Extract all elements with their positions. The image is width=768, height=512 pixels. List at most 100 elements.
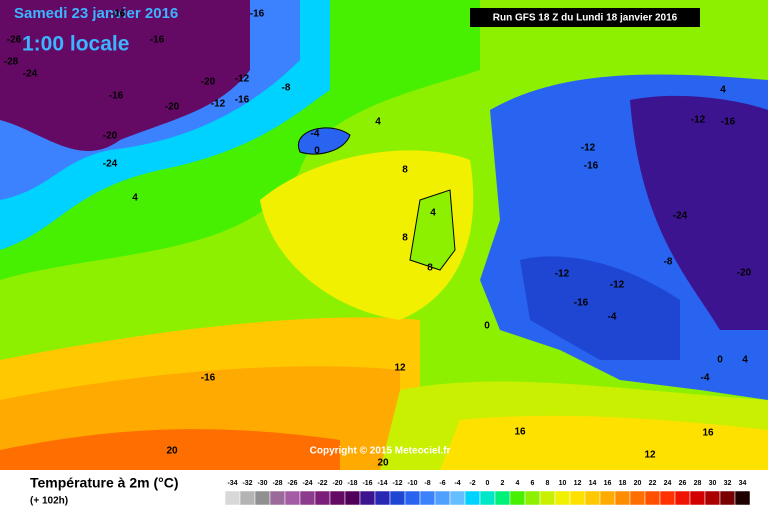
scale-label: -24: [302, 480, 312, 487]
scale-label: 6: [531, 480, 535, 487]
contour-label: -24: [673, 211, 688, 222]
zone: [520, 256, 680, 360]
swatch: [419, 490, 436, 506]
scale-label: 24: [664, 480, 672, 487]
contour-label: 8: [427, 263, 433, 274]
contour-label: -4: [311, 129, 320, 140]
run-box: [470, 8, 700, 27]
contour-labels: -16 -16 -16 -20 -12 -8 -16 -20 -12 -16 -20 -24 4 -4 0 4…: [4, 9, 752, 469]
contour-label: -24: [103, 159, 118, 170]
zone: [440, 415, 768, 470]
contour-label: 0: [314, 146, 320, 157]
scale-label: 14: [589, 480, 597, 487]
swatch: [239, 490, 256, 506]
swatch: [434, 490, 451, 506]
contour-label: 0: [717, 355, 723, 366]
contour-label: -20: [737, 268, 752, 279]
scale-label: -30: [257, 480, 267, 487]
contour-label: 8: [402, 233, 408, 244]
swatch: [329, 490, 346, 506]
contour-label: 4: [375, 117, 381, 128]
swatch: [524, 490, 541, 506]
contour-label: -16: [201, 373, 216, 384]
swatch: [629, 490, 646, 506]
swatch: [284, 490, 301, 506]
scale-label: 2: [501, 480, 505, 487]
swatch: [344, 490, 361, 506]
contour-label: 4: [132, 193, 138, 204]
swatch: [584, 490, 601, 506]
swatch: [689, 490, 706, 506]
swatch: [599, 490, 616, 506]
swatch: [644, 490, 661, 506]
contour-label: 0: [484, 321, 490, 332]
russia: [630, 95, 768, 330]
date: Samedi 23 janvier 2016: [14, 5, 178, 22]
contour-label: 4: [742, 355, 748, 366]
contour-label: 12: [644, 450, 656, 461]
scale-label: -4: [454, 480, 460, 487]
contour-label: -16: [235, 95, 250, 106]
color-scale: -34 -32 -30 -28 -26 -24 -22 -20 -18 -16 -14 -12 -10-…: [224, 480, 751, 506]
swatch: [659, 490, 676, 506]
scale-label: -16: [362, 480, 372, 487]
scale-label: -26: [287, 480, 297, 487]
swatch: [509, 490, 526, 506]
scale-label: -34: [227, 480, 237, 487]
scale-label: -8: [424, 480, 430, 487]
swatch: [674, 490, 691, 506]
zone: [0, 429, 340, 470]
contour-label: -4: [701, 373, 710, 384]
contour-label: -20: [201, 77, 216, 88]
map-area: [0, 0, 768, 470]
scale-label: 28: [694, 480, 702, 487]
contour-label: -20: [165, 102, 180, 113]
swatch: [404, 490, 421, 506]
scale-label: -28: [272, 480, 282, 487]
contour-label: 4: [430, 208, 436, 219]
swatch: [704, 490, 721, 506]
local-time: 1:00 locale: [22, 33, 129, 56]
lead-time: (+ 102h): [30, 496, 68, 507]
scale-label: -12: [392, 480, 402, 487]
scale-label: -6: [439, 480, 445, 487]
contour-label: -16: [109, 91, 124, 102]
contour-label: 20: [377, 458, 389, 469]
contour-label: -16: [584, 161, 599, 172]
scale-label: 34: [739, 480, 747, 487]
contour-label: -12: [555, 269, 570, 280]
scale-label: 30: [709, 480, 717, 487]
swatch: [614, 490, 631, 506]
swatch: [224, 490, 241, 506]
contour-label: -26: [7, 35, 22, 46]
swatch: [464, 490, 481, 506]
contour-label: -16: [574, 298, 589, 309]
scale-label: -18: [347, 480, 357, 487]
scale-label: 10: [559, 480, 567, 487]
contour-label: -8: [282, 83, 291, 94]
contour-label: -16: [250, 9, 265, 20]
scale-label: -10: [407, 480, 417, 487]
contour-label: -16: [721, 117, 736, 128]
swatch: [494, 490, 511, 506]
contour-label: -20: [103, 131, 118, 142]
contour-label: -12: [691, 115, 706, 126]
contour-label: -12: [211, 99, 226, 110]
swatch: [449, 490, 466, 506]
run-info: Run GFS 18 Z du Lundi 18 janvier 2016: [493, 13, 678, 24]
contour-label: 12: [394, 363, 406, 374]
contour-label: 20: [166, 446, 178, 457]
contour-label: 16: [514, 427, 526, 438]
scale-label: -32: [242, 480, 252, 487]
copyright: Copyright © 2015 Meteociel.fr: [310, 446, 451, 457]
contour-label: -16: [150, 35, 165, 46]
swatch: [254, 490, 271, 506]
swatch: [389, 490, 406, 506]
contour-label: 8: [402, 165, 408, 176]
swatch: [539, 490, 556, 506]
scale-label: 8: [546, 480, 550, 487]
scale-label: 22: [649, 480, 657, 487]
zone: [260, 150, 474, 320]
